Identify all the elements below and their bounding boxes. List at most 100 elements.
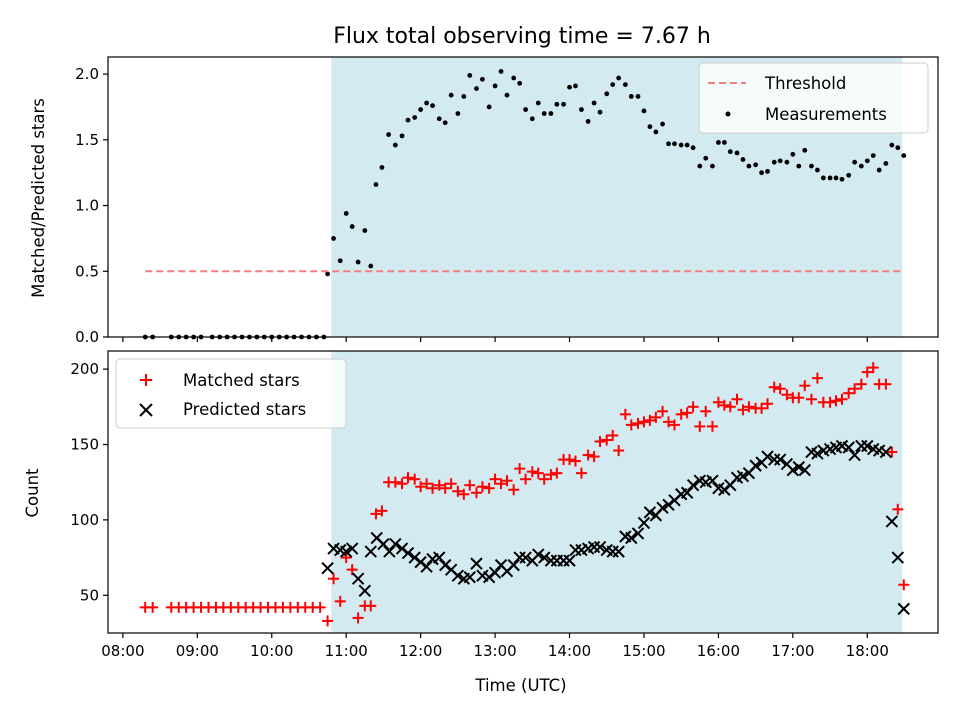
measurement-point xyxy=(430,103,435,109)
predicted-stars-point xyxy=(891,551,905,564)
matched-stars-point xyxy=(774,383,786,395)
matched-stars-point xyxy=(756,402,768,414)
measurement-point xyxy=(876,167,882,173)
measurement-point xyxy=(498,69,504,74)
measurement-point xyxy=(815,167,820,173)
matched-stars-point xyxy=(476,481,488,493)
measurement-point xyxy=(412,115,418,120)
predicted-stars-point xyxy=(811,447,824,460)
measurement-point xyxy=(561,101,566,107)
matched-stars-point xyxy=(768,381,780,393)
matched-stars-point xyxy=(601,434,613,446)
matched-stars-series xyxy=(139,362,910,627)
predicted-stars-point xyxy=(470,557,483,570)
x-tick-label: 18:00 xyxy=(846,642,889,660)
measurement-point xyxy=(610,82,616,88)
matched-stars-point xyxy=(538,473,550,485)
predicted-stars-point xyxy=(662,498,675,512)
y-tick-label: 0.0 xyxy=(75,328,99,346)
matched-stars-point xyxy=(588,451,600,463)
predicted-stars-point xyxy=(463,570,476,584)
measurement-point xyxy=(343,211,349,216)
measurement-point xyxy=(746,163,752,169)
matched-stars-point xyxy=(663,416,675,428)
top-legend-box xyxy=(698,62,929,134)
x-tick-label: 13:00 xyxy=(473,642,516,660)
x-tick-label: 16:00 xyxy=(697,642,740,660)
matched-stars-point xyxy=(861,366,873,378)
predicted-stars-point xyxy=(345,542,359,555)
matched-stars-point xyxy=(458,488,470,500)
measurement-point xyxy=(883,161,889,166)
top-x-ticks xyxy=(122,337,868,342)
matched-stars-point xyxy=(855,378,867,390)
predicted-stars-point xyxy=(656,501,669,515)
predicted-stars-point xyxy=(706,474,719,487)
measurements-legend-label: Measurements xyxy=(765,105,887,124)
bottom-shaded-interval xyxy=(331,351,903,633)
measurement-point xyxy=(455,111,461,116)
measurement-point xyxy=(349,224,355,229)
predicted-stars-point xyxy=(433,551,446,564)
matched-stars-point xyxy=(564,454,576,466)
measurement-point xyxy=(337,258,343,264)
bottom-legend-box xyxy=(115,358,347,429)
measurement-point xyxy=(467,73,473,78)
matched-stars-point xyxy=(830,395,842,407)
predicted-stars-point xyxy=(401,546,415,560)
predicted-stars-point xyxy=(488,566,502,579)
matched-stars-point xyxy=(501,475,513,487)
predicted-stars-series xyxy=(321,439,910,616)
y-tick-label: 100 xyxy=(70,511,99,529)
matched-stars-point xyxy=(409,473,421,485)
matched-stars-point xyxy=(582,449,594,461)
predicted-stars-point xyxy=(538,551,551,564)
measurement-point xyxy=(424,100,430,106)
measurement-point xyxy=(635,94,641,99)
matched-stars-point xyxy=(668,419,680,431)
measurement-point xyxy=(889,142,895,148)
matched-stars-point xyxy=(433,479,445,491)
measurement-point xyxy=(492,83,498,89)
measurement-point xyxy=(771,159,777,165)
measurement-point xyxy=(448,92,454,98)
measurement-point xyxy=(833,175,839,181)
measurement-point xyxy=(405,117,411,123)
predicted-stars-point xyxy=(879,445,893,459)
matched-stars-point xyxy=(514,463,526,475)
y-tick-label: 1.0 xyxy=(75,197,99,215)
measurement-point xyxy=(703,155,709,161)
matched-stars-point xyxy=(718,399,730,411)
predicted-stars-point xyxy=(625,531,638,545)
measurement-point xyxy=(616,75,622,81)
matched-stars-point xyxy=(439,482,451,494)
measurement-point xyxy=(740,157,746,162)
matched-stars-point xyxy=(849,383,861,395)
matched-stars-point xyxy=(569,455,581,467)
matched-stars-point xyxy=(575,467,587,479)
predicted-stars-point xyxy=(395,542,409,555)
matched-stars-point xyxy=(632,417,644,429)
predicted-stars-point xyxy=(339,545,353,558)
measurement-point xyxy=(362,228,368,233)
matched-stars-point xyxy=(452,485,464,497)
matched-stars-point xyxy=(625,419,637,431)
measurement-point xyxy=(734,150,740,156)
predicted-stars-point xyxy=(593,540,607,554)
measurement-point xyxy=(585,119,591,124)
y-tick-label: 1.5 xyxy=(75,131,99,149)
matched-stars-point xyxy=(328,573,340,585)
y-tick-label: 200 xyxy=(70,360,99,378)
predicted-stars-legend-label: Predicted stars xyxy=(183,400,306,419)
measurement-point xyxy=(678,142,684,148)
matched-stars-point xyxy=(526,466,538,478)
measurement-point xyxy=(379,165,385,170)
y-tick-label: 0.5 xyxy=(75,262,99,280)
predicted-stars-point xyxy=(861,439,874,453)
predicted-stars-point xyxy=(358,584,372,597)
matched-stars-point xyxy=(638,416,650,428)
measurement-point xyxy=(784,159,790,165)
predicted-stars-point xyxy=(773,453,787,466)
predicted-stars-point xyxy=(631,527,645,540)
measurement-point xyxy=(535,100,541,106)
